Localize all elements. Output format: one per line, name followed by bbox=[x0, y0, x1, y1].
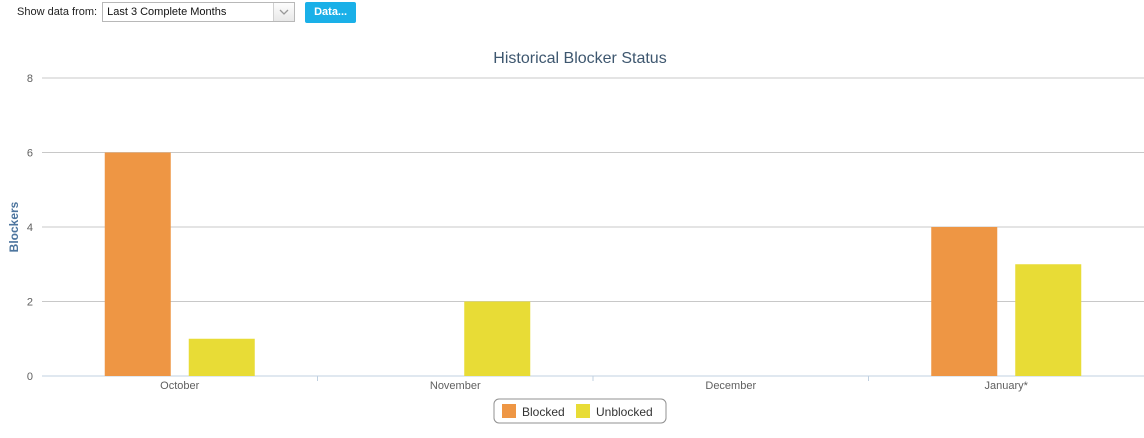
y-tick-label: 8 bbox=[27, 73, 33, 85]
chart-title: Historical Blocker Status bbox=[493, 50, 666, 67]
chevron-down-icon[interactable] bbox=[273, 3, 295, 21]
bar-blocked[interactable] bbox=[931, 227, 998, 376]
y-tick-label: 2 bbox=[27, 297, 33, 309]
bar-unblocked[interactable] bbox=[464, 301, 531, 377]
y-tick-label: 6 bbox=[27, 148, 33, 160]
show-data-from-label: Show data from: bbox=[17, 6, 98, 18]
x-axis-ticks: October November December January* bbox=[160, 376, 1029, 392]
legend-item-blocked[interactable]: Blocked bbox=[522, 405, 565, 419]
y-tick-label: 0 bbox=[27, 371, 33, 383]
y-axis-label: Blockers bbox=[7, 201, 21, 252]
y-tick-label: 4 bbox=[27, 222, 33, 234]
bar-unblocked[interactable] bbox=[188, 338, 255, 376]
period-select[interactable]: Last 3 Complete Months bbox=[102, 2, 296, 22]
bars bbox=[104, 152, 1082, 377]
y-axis-ticks: 0 2 4 6 8 bbox=[27, 73, 33, 383]
legend[interactable]: Blocked Unblocked bbox=[493, 398, 667, 424]
bar-blocked[interactable] bbox=[104, 152, 171, 377]
legend-swatch bbox=[576, 404, 590, 418]
period-select-value: Last 3 Complete Months bbox=[107, 6, 227, 18]
toolbar: Show data from: Last 3 Complete Months D… bbox=[17, 1, 357, 23]
legend-swatch bbox=[502, 404, 516, 418]
bar-unblocked[interactable] bbox=[1015, 264, 1082, 376]
x-tick-label: October bbox=[160, 380, 199, 392]
data-button[interactable]: Data... bbox=[305, 1, 357, 23]
x-tick-label: November bbox=[430, 380, 481, 392]
x-tick-label: December bbox=[705, 380, 756, 392]
x-tick-label: January* bbox=[985, 380, 1029, 392]
legend-item-unblocked[interactable]: Unblocked bbox=[596, 405, 653, 419]
